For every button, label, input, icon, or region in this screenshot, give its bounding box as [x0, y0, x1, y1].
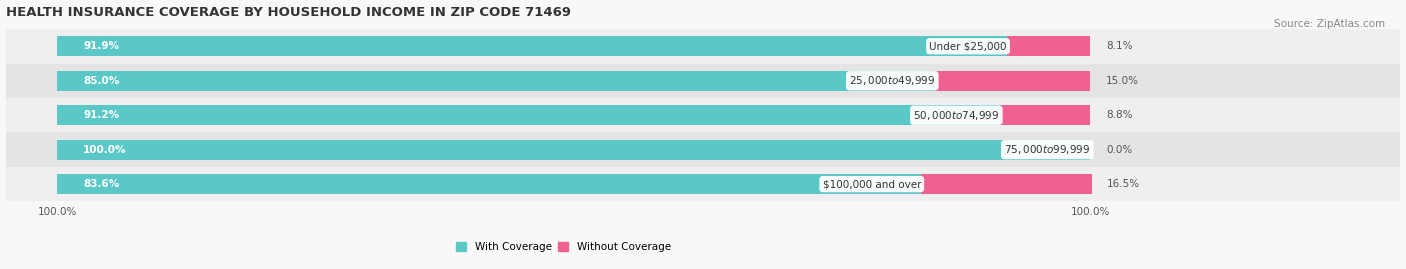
Text: HEALTH INSURANCE COVERAGE BY HOUSEHOLD INCOME IN ZIP CODE 71469: HEALTH INSURANCE COVERAGE BY HOUSEHOLD I…: [6, 6, 571, 19]
Text: Under $25,000: Under $25,000: [929, 41, 1007, 51]
Text: 100.0%: 100.0%: [1071, 207, 1111, 217]
Bar: [58, 71, 935, 91]
Text: 83.6%: 83.6%: [83, 179, 120, 189]
Text: 100.0%: 100.0%: [83, 145, 127, 155]
Text: Source: ZipAtlas.com: Source: ZipAtlas.com: [1274, 19, 1385, 29]
Bar: [1000, 105, 1091, 125]
Bar: [58, 174, 921, 194]
Text: 8.1%: 8.1%: [1107, 41, 1132, 51]
Text: 91.2%: 91.2%: [83, 110, 120, 120]
Bar: [6, 167, 1400, 201]
Text: $25,000 to $49,999: $25,000 to $49,999: [849, 74, 935, 87]
Text: 8.8%: 8.8%: [1107, 110, 1132, 120]
Text: 0.0%: 0.0%: [1107, 145, 1132, 155]
Bar: [6, 98, 1400, 132]
Text: $50,000 to $74,999: $50,000 to $74,999: [914, 109, 1000, 122]
Text: 85.0%: 85.0%: [83, 76, 120, 86]
Bar: [921, 174, 1091, 194]
Bar: [6, 63, 1400, 98]
Text: 100.0%: 100.0%: [38, 207, 77, 217]
Bar: [6, 29, 1400, 63]
Text: $100,000 and over: $100,000 and over: [823, 179, 921, 189]
Text: 16.5%: 16.5%: [1107, 179, 1140, 189]
Bar: [935, 71, 1091, 91]
Bar: [1007, 36, 1091, 56]
Text: 91.9%: 91.9%: [83, 41, 120, 51]
Legend: With Coverage, Without Coverage: With Coverage, Without Coverage: [451, 238, 675, 256]
Text: 15.0%: 15.0%: [1107, 76, 1139, 86]
Bar: [58, 36, 1007, 56]
Bar: [6, 132, 1400, 167]
Bar: [58, 140, 1091, 160]
Bar: [58, 105, 1000, 125]
Text: $75,000 to $99,999: $75,000 to $99,999: [1004, 143, 1091, 156]
